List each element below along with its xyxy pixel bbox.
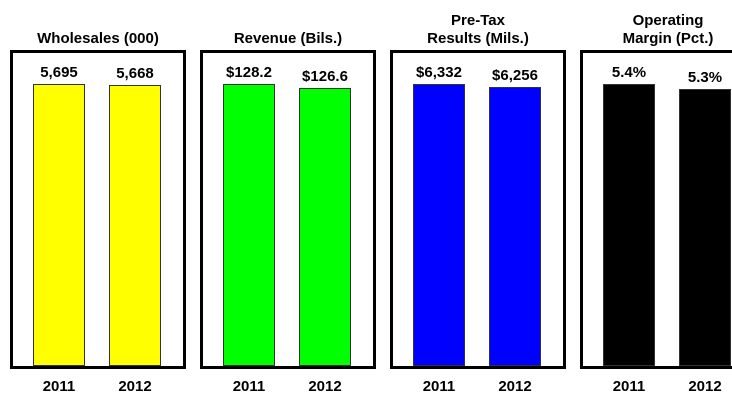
- data-label: 5,668: [116, 65, 154, 82]
- bar-2011: [603, 84, 655, 366]
- x-tick-label: 2012: [688, 378, 722, 395]
- bar-2012: [109, 85, 161, 366]
- chart-title: Wholesales (000): [37, 30, 159, 47]
- x-tick-label: 2012: [118, 378, 152, 395]
- bar-2011: [223, 84, 275, 366]
- bar-2011: [33, 84, 85, 366]
- bar-2011: [413, 84, 465, 366]
- data-label: 5,695: [40, 64, 78, 81]
- bar-2012: [299, 88, 351, 366]
- x-tick-label: 2012: [308, 378, 342, 395]
- data-label: 5.4%: [611, 64, 647, 81]
- data-label: $6,256: [492, 67, 538, 84]
- x-tick-label: 2011: [422, 378, 456, 395]
- chart-panel: Wholesales (000) 5,695 2011 5,668 2012: [10, 0, 186, 397]
- chart-panel: Operating Margin (Pct.) 5.4% 2011 5.3% 2012: [580, 0, 732, 397]
- chart-title: Operating Margin (Pct.): [622, 12, 714, 47]
- data-label: 5.3%: [687, 69, 723, 86]
- x-tick-label: 2012: [498, 378, 532, 395]
- data-label: $126.6: [302, 68, 348, 85]
- x-tick-label: 2011: [42, 378, 76, 395]
- bar-2012: [679, 89, 731, 366]
- x-tick-label: 2011: [612, 378, 646, 395]
- chart-title: Revenue (Bils.): [233, 30, 343, 47]
- x-tick-label: 2011: [232, 378, 266, 395]
- chart-panel: Revenue (Bils.) $128.2 2011 $126.6 2012: [200, 0, 376, 397]
- data-label: $128.2: [226, 64, 272, 81]
- bar-2012: [489, 87, 541, 366]
- chart-title: Pre-Tax Results (Mils.): [427, 12, 529, 47]
- data-label: $6,332: [416, 64, 462, 81]
- chart-panel: Pre-Tax Results (Mils.) $6,332 2011 $6,256 2…: [390, 0, 566, 397]
